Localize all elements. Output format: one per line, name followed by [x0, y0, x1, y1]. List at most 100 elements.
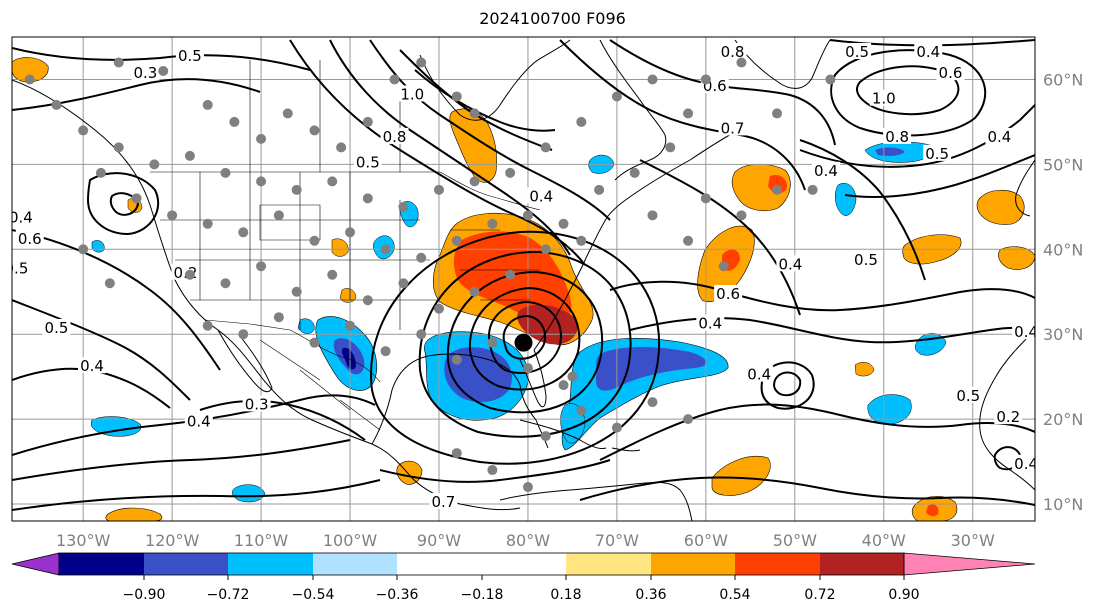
- station-dot: [416, 57, 427, 68]
- contour-label: 0.6: [716, 285, 740, 303]
- contour-label: 0.5: [854, 251, 878, 269]
- contour-canada-4: [399, 49, 553, 151]
- contour-label: 0.4: [916, 43, 940, 61]
- contour-atlantic-7: [579, 476, 1035, 506]
- colorbar-bin-7: [566, 553, 651, 575]
- contour-west-loop-1: [86, 172, 160, 236]
- contour-label-bg: [242, 395, 271, 412]
- station-dot: [576, 235, 587, 246]
- station-dot: [380, 244, 391, 255]
- border-state-10: [450, 229, 540, 301]
- lon-tick-label: 30°W: [951, 531, 995, 550]
- contour-label: 0.7: [721, 119, 745, 137]
- station-dot: [647, 74, 658, 85]
- contour-label: 1.0: [400, 85, 424, 103]
- station-dot: [718, 261, 729, 272]
- station-dot: [647, 397, 658, 408]
- latitude-labels: 10°N 20°N 30°N 40°N 50°N 60°N: [1043, 70, 1083, 514]
- lon-tick-label: 90°W: [417, 531, 461, 550]
- pos-anomaly-plains-orange: [331, 238, 349, 257]
- contour-label: 0.6: [18, 230, 42, 248]
- station-dot: [487, 337, 498, 348]
- contour-north-1: [12, 47, 311, 71]
- station-dot: [220, 278, 231, 289]
- contour-label-bg: [851, 251, 880, 268]
- station-dot: [683, 235, 694, 246]
- station-dot: [238, 227, 249, 238]
- contour-label-bg: [12, 259, 31, 276]
- station-dot: [683, 414, 694, 425]
- coast-hispaniola: [611, 447, 641, 452]
- contour-label-bg: [131, 64, 160, 81]
- contour-ne-loop-2: [830, 49, 987, 137]
- colorbar-tick-label: −0.36: [376, 587, 419, 603]
- contour-label: 0.4: [698, 315, 722, 333]
- contour-label-bg: [398, 85, 427, 102]
- pos-anomaly-east-atl-south: [711, 455, 771, 496]
- station-dot: [522, 363, 533, 374]
- station-dot: [398, 201, 409, 212]
- station-dot: [451, 91, 462, 102]
- station-dot: [238, 329, 249, 340]
- station-dot: [184, 150, 195, 161]
- colorbar-bin-1: [59, 553, 144, 575]
- contour-atlantic-1: [559, 39, 806, 191]
- contour-label-bg: [718, 119, 747, 136]
- colorbar-bin-4: [313, 553, 397, 575]
- station-dot: [469, 286, 480, 297]
- station-dot: [558, 218, 569, 229]
- contour-label-bg: [1012, 454, 1035, 471]
- contour-west-loop-2: [109, 192, 140, 216]
- contour-label: 0.4: [80, 357, 104, 375]
- station-dot: [540, 142, 551, 153]
- contour-label: 0.7: [432, 493, 456, 511]
- station-dot: [683, 108, 694, 119]
- colorbar-bin-10: [820, 553, 904, 575]
- contour-pacific-3: [12, 479, 381, 511]
- contour-label: 0.5: [845, 43, 869, 61]
- station-dot: [700, 74, 711, 85]
- coast-hudson-bay: [419, 39, 571, 121]
- station-dot: [807, 184, 818, 195]
- map-title: 2024100700 F096: [479, 9, 626, 28]
- contour-label: 0.5: [925, 145, 949, 163]
- colorbar-tick-label: −0.90: [123, 587, 166, 603]
- contour-label-bg: [923, 144, 952, 161]
- contour-label: 0.4: [778, 255, 802, 273]
- contour-storm-2: [488, 300, 562, 374]
- station-dot: [158, 65, 169, 76]
- station-dot: [291, 184, 302, 195]
- station-dot: [522, 482, 533, 493]
- station-dot: [469, 176, 480, 187]
- station-dot: [772, 108, 783, 119]
- neg-anomaly-pacific-1: [90, 416, 142, 437]
- station-dot: [362, 116, 373, 127]
- colorbar-tick-label: 0.72: [804, 587, 835, 603]
- coast-florida: [519, 349, 547, 408]
- station-dot: [567, 371, 578, 382]
- station-dot: [202, 320, 213, 331]
- lat-tick-label: 60°N: [1043, 70, 1083, 89]
- contour-label: 0.3: [245, 395, 269, 413]
- coast-africa: [979, 329, 1035, 491]
- lon-tick-label: 120°W: [145, 531, 200, 550]
- contour-label-bg: [353, 153, 382, 170]
- lat-tick-label: 20°N: [1043, 410, 1083, 429]
- contour-atlantic-8: [799, 139, 926, 281]
- station-dot: [772, 184, 783, 195]
- station-dot: [487, 218, 498, 229]
- contour-canada-1: [329, 39, 571, 256]
- contour-storm-5: [418, 250, 632, 438]
- station-dot: [291, 286, 302, 297]
- station-dot: [398, 278, 409, 289]
- contour-atlantic-3: [639, 159, 801, 316]
- contour-label: 0.4: [747, 366, 771, 384]
- contour-ne-loop-1: [856, 65, 960, 116]
- contour-label: 0.6: [939, 64, 963, 82]
- station-dot: [451, 354, 462, 365]
- station-dot: [647, 210, 658, 221]
- station-dot: [309, 235, 320, 246]
- contour-label-bg: [776, 255, 805, 272]
- station-dot: [327, 176, 338, 187]
- lon-tick-label: 60°W: [684, 531, 728, 550]
